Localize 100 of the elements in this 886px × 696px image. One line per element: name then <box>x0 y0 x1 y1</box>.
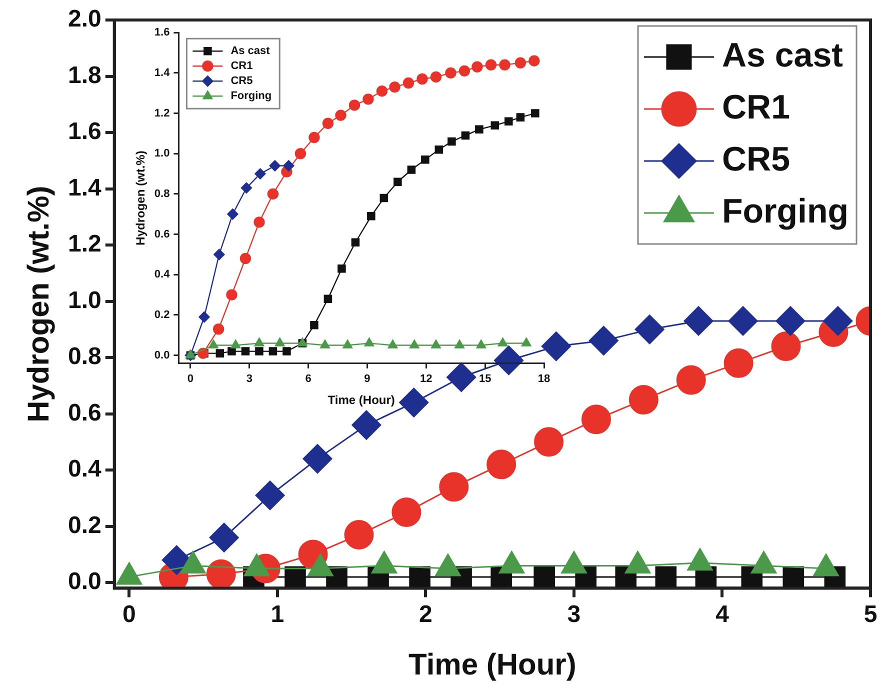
point <box>534 566 555 588</box>
x-tick-label: 12 <box>420 373 432 386</box>
point <box>269 160 281 172</box>
point <box>254 338 264 346</box>
point <box>434 145 444 154</box>
y-tick-label: 0.2 <box>154 309 170 322</box>
y-tick-label: 2.0 <box>68 6 102 33</box>
x-tick-label: 5 <box>864 601 878 628</box>
point <box>528 55 540 66</box>
point <box>394 178 402 186</box>
legend-label: As cast <box>722 36 843 74</box>
point <box>320 340 330 348</box>
x-tick-label: 4 <box>716 601 730 628</box>
point <box>310 320 318 330</box>
x-tick-label: 2 <box>419 601 432 628</box>
point <box>776 306 806 336</box>
point <box>212 324 224 335</box>
point <box>628 384 658 414</box>
point <box>476 340 486 348</box>
y-tick-label: 0.2 <box>68 512 102 539</box>
y-tick-label: 0.6 <box>154 228 170 240</box>
y-axis-title: Hydrogen (wt.%) <box>134 150 148 246</box>
y-tick-label: 1.4 <box>154 66 171 79</box>
y-tick-label: 0.4 <box>154 268 171 281</box>
point <box>267 188 279 200</box>
point <box>351 238 360 247</box>
x-axis-title: Time (Hour) <box>408 648 576 682</box>
legend-label: As cast <box>230 45 270 58</box>
point <box>498 338 508 346</box>
point <box>490 121 500 130</box>
point <box>504 117 513 126</box>
point <box>389 81 400 93</box>
point <box>534 427 564 457</box>
y-tick-label: 0.4 <box>68 456 102 483</box>
point <box>376 85 388 97</box>
point <box>823 306 853 336</box>
point <box>254 168 266 180</box>
point <box>728 306 758 336</box>
x-tick-label: 1 <box>270 601 284 628</box>
point <box>588 326 618 356</box>
y-tick-label: 1.0 <box>154 148 170 160</box>
point <box>338 264 346 273</box>
y-axis-title: Hydrogen (wt.%) <box>22 186 56 422</box>
point <box>409 340 420 348</box>
point <box>445 67 456 79</box>
point <box>308 132 320 144</box>
point <box>771 332 801 362</box>
y-tick-label: 0.0 <box>68 568 102 596</box>
point <box>216 349 224 358</box>
point <box>206 559 236 588</box>
y-tick-label: 1.6 <box>154 26 170 39</box>
legend-label: CR5 <box>230 75 253 88</box>
point <box>344 520 374 550</box>
point <box>335 110 346 121</box>
point <box>240 252 252 264</box>
point <box>198 311 210 323</box>
point <box>485 59 497 70</box>
point <box>208 340 218 348</box>
point <box>521 338 532 346</box>
point <box>209 522 239 552</box>
point <box>475 125 484 134</box>
point <box>352 410 382 440</box>
point <box>282 347 291 356</box>
point <box>302 444 332 474</box>
point <box>407 166 416 174</box>
point <box>274 338 285 346</box>
point <box>431 340 441 348</box>
point <box>724 348 754 378</box>
point <box>364 338 374 346</box>
point <box>421 156 430 164</box>
x-tick-label: 18 <box>538 373 550 386</box>
y-tick-label: 1.6 <box>68 118 102 146</box>
legend-label: CR5 <box>722 140 790 178</box>
point <box>499 59 510 70</box>
point <box>454 340 464 348</box>
y-tick-label: 0.0 <box>154 349 170 362</box>
point <box>254 216 265 228</box>
point <box>458 65 470 77</box>
point <box>392 498 422 528</box>
point <box>380 194 388 202</box>
point <box>255 347 264 356</box>
point <box>541 332 571 362</box>
x-tick-label: 3 <box>567 601 581 628</box>
point <box>655 566 677 588</box>
point <box>514 57 526 68</box>
point <box>228 347 236 356</box>
point <box>486 450 516 480</box>
point <box>255 480 285 510</box>
x-tick-label: 0 <box>122 601 136 628</box>
point <box>494 346 524 376</box>
point <box>402 77 414 89</box>
point <box>348 100 360 111</box>
point <box>448 137 456 146</box>
y-tick-label: 1.2 <box>154 107 170 120</box>
point <box>446 362 476 392</box>
x-tick-label: 15 <box>478 373 492 386</box>
point <box>362 94 374 105</box>
legend-label: Forging <box>230 90 272 102</box>
point <box>367 212 376 220</box>
point <box>322 118 334 129</box>
